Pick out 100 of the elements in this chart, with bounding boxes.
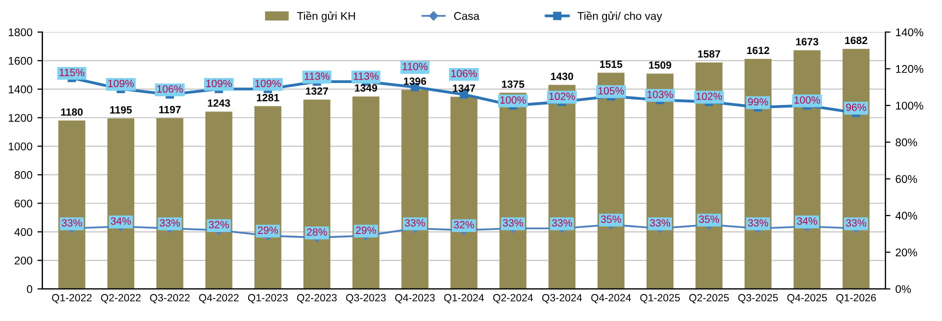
y-tick-label: 600 [14,200,32,208]
legend-label: Tiền gửi/ cho vay [578,11,662,22]
data-label: 33% [502,219,524,227]
y-tick-label: 1000 [8,142,32,150]
data-label: 32% [454,221,474,228]
y-tick-label: 400 [14,228,32,236]
x-tick-label: Q1-2023 [248,294,288,304]
data-label: 33% [160,219,180,227]
x-tick-label: Q2-2023 [297,294,337,304]
data-label: 34% [797,217,818,225]
y2-tick-label: 20% [896,248,918,256]
data-label: 33% [552,219,572,227]
x-tick-label: Q2-2024 [493,294,533,304]
y2-tick-label: 80% [896,138,918,146]
x-tick-label: Q4-2024 [591,294,631,304]
data-label: 102% [549,92,575,100]
data-label: 1509 [649,61,672,69]
x-tick-label: Q1-2022 [52,294,92,304]
y2-tick-label: 0% [896,285,911,294]
y-tick-label: 800 [14,171,32,179]
data-label: 1682 [845,36,868,44]
data-label: 1347 [453,84,476,92]
bar [744,58,772,289]
bar [646,74,674,289]
y2-tick-label: 140% [896,28,924,36]
x-tick-label: Q3-2024 [542,294,582,304]
data-label: 1396 [404,78,426,85]
y-tick-label: 1800 [8,28,32,36]
data-label: 113% [354,72,378,80]
data-label: 109% [108,80,134,88]
legend-label: Casa [454,12,480,20]
y-tick-label: 1600 [8,56,32,65]
y-tick-label: 0 [26,285,32,294]
legend-label: Tiền gửi KH [297,11,355,22]
data-label: 109% [206,80,232,88]
data-label: 33% [846,219,866,227]
bar [696,62,722,289]
data-label: 33% [650,219,670,227]
data-label: 1612 [747,46,770,54]
bar [205,112,232,289]
data-label: 1515 [600,60,622,68]
data-label: 29% [258,226,278,234]
x-tick-label: Q3-2022 [150,294,190,304]
data-label: 33% [404,219,425,227]
y2-tick-label: 120% [896,65,924,73]
data-label: 35% [698,216,720,223]
data-label: 1587 [698,50,720,58]
data-label: 1375 [502,80,524,88]
x-tick-label: Q1-2024 [444,294,484,304]
bar [842,48,870,289]
x-tick-label: Q2-2025 [689,294,729,304]
y2-tick-label: 60% [896,175,918,183]
y-tick-label: 1400 [8,85,32,94]
data-label: 109% [255,80,281,88]
y2-tick-label: 40% [895,212,918,220]
bar [303,100,330,289]
bar [352,96,380,289]
data-label: 96% [846,104,866,112]
data-label: 29% [356,226,376,234]
data-label: 28% [306,228,327,236]
x-tick-label: Q1-2025 [640,294,680,304]
data-label: 1349 [354,84,378,92]
y-tick-label: 200 [14,256,32,264]
data-label: 110% [402,62,428,70]
x-tick-label: Q4-2022 [199,294,239,304]
data-label: 1197 [159,106,181,114]
data-label: 1243 [208,99,230,107]
y-tick-label: 1200 [8,114,32,122]
x-tick-label: Q3-2025 [738,294,778,304]
x-tick-label: Q4-2025 [787,294,827,304]
data-label: 105% [598,87,624,95]
bar [254,106,282,289]
bar [156,118,184,289]
bar [450,96,478,289]
x-tick-label: Q1-2026 [836,294,876,304]
data-label: 32% [208,221,229,228]
bar [58,120,86,289]
data-label: 1673 [796,38,818,46]
data-label: 35% [600,216,622,223]
data-label: 33% [62,219,82,227]
bar [401,90,428,289]
data-label: 100% [500,96,526,104]
data-label: 1327 [306,87,328,95]
x-tick-label: Q3-2023 [346,294,386,304]
data-label: 1281 [256,94,280,102]
data-label: 106% [451,70,477,78]
data-label: 102% [696,92,722,100]
data-label: 115% [60,68,84,76]
data-label: 103% [647,90,673,98]
data-label: 113% [304,72,330,80]
data-label: 1195 [110,106,132,114]
data-label: 106% [157,85,183,93]
x-tick-label: Q4-2023 [395,294,435,304]
y2-tick-label: 100% [896,102,924,110]
data-label: 1180 [61,108,83,116]
data-label: 99% [748,98,768,106]
bar [107,118,134,289]
data-label: 100% [794,96,820,104]
data-label: 34% [110,217,131,225]
data-label: 33% [748,219,768,227]
